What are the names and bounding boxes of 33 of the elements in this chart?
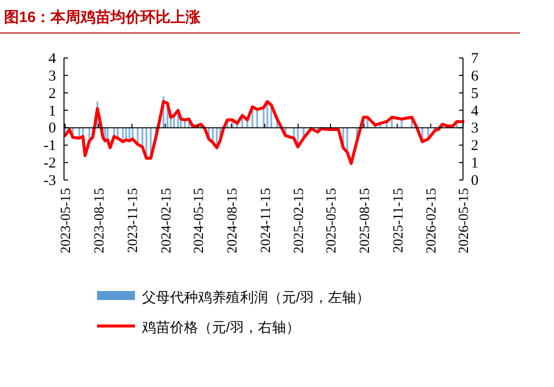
- legend-label: 父母代种鸡养殖利润（元/羽，左轴）: [142, 289, 370, 305]
- y-tick-label: -3: [44, 173, 56, 189]
- y2-tick-label: 4: [471, 103, 479, 120]
- x-tick-label: 2025-02-15: [292, 188, 308, 254]
- y-tick-label: 4: [48, 51, 56, 67]
- legend-label: 鸡苗价格（元/羽，右轴）: [141, 319, 300, 335]
- x-tick-label: 2024-02-15: [159, 188, 174, 254]
- x-tick-label: 2026-05-15: [457, 188, 472, 254]
- x-tick-label: 2025-05-15: [324, 188, 340, 254]
- x-tick-label: 2025-08-15: [358, 188, 373, 254]
- y2-tick-label: 5: [471, 86, 478, 102]
- x-tick-label: 2024-08-15: [225, 188, 240, 254]
- x-tick-label: 2024-11-15: [258, 188, 274, 253]
- y2-tick-label: 1: [471, 156, 478, 172]
- line-series: [64, 100, 464, 165]
- x-tick-label: 2023-11-15: [126, 188, 141, 253]
- x-tick-label: 2023-08-15: [92, 188, 108, 254]
- y2-tick-label: 6: [471, 68, 479, 84]
- y2-tick-label: 3: [471, 120, 478, 137]
- y-tick-label: 2: [48, 86, 56, 102]
- y2-tick-label: 0: [471, 173, 478, 189]
- y-tick-label: -2: [44, 156, 56, 172]
- y-tick-label: -1: [44, 138, 56, 154]
- y-tick-label: 1: [48, 103, 56, 120]
- x-tick-label: 2026-02-15: [424, 188, 440, 254]
- x-tick-label: 2023-05-15: [59, 188, 74, 254]
- chart-title: 图16：本周鸡苗均价环比上涨: [4, 9, 202, 26]
- y-tick-label: 3: [48, 68, 56, 84]
- y2-tick-label: 7: [471, 51, 479, 67]
- y2-tick-label: 2: [471, 138, 478, 154]
- y-tick-label: 0: [48, 120, 56, 137]
- x-tick-label: 2024-05-15: [192, 188, 207, 254]
- x-tick-label: 2025-11-15: [391, 188, 406, 253]
